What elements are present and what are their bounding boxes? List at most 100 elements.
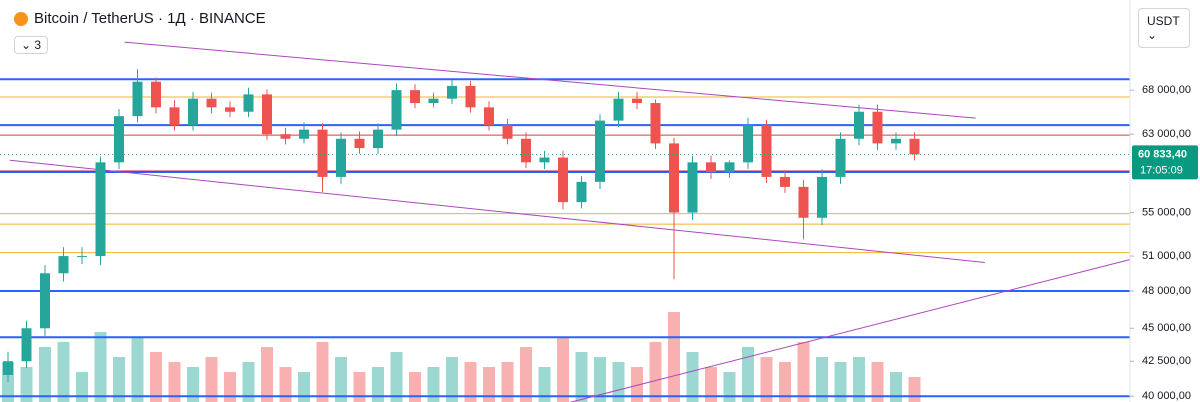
indicators-toggle[interactable]: ⌄ 3 (14, 36, 49, 54)
candle-body (743, 125, 753, 163)
indicator-count: 3 (34, 38, 42, 52)
trend-line (570, 257, 1135, 402)
y-tick-label: 51 000,00 (1142, 250, 1191, 262)
candle-body (891, 138, 901, 144)
candle-body (410, 90, 420, 103)
volume-bar (594, 357, 606, 402)
volume-bar (150, 352, 162, 402)
volume-bar (187, 367, 199, 402)
candle-body (835, 138, 846, 177)
candle-body (21, 328, 32, 362)
volume-bar (131, 337, 144, 402)
symbol-title: Bitcoin / TetherUS · 1Д · BINANCE (34, 10, 266, 27)
candle-body (354, 138, 365, 149)
volume-bar (94, 332, 107, 402)
candle-body (502, 125, 513, 139)
candle-body (114, 116, 124, 163)
volume-bar (113, 357, 125, 402)
y-tick-label: 42 500,00 (1142, 355, 1191, 367)
currency-button[interactable]: USDT ⌄ (1138, 8, 1190, 48)
symbol-header[interactable]: Bitcoin / TetherUS · 1Д · BINANCE (10, 8, 270, 29)
candle-body (58, 256, 69, 274)
candle-body (225, 107, 235, 112)
candle-body (169, 107, 180, 126)
price-axis (1130, 0, 1200, 402)
candle-body (706, 162, 716, 173)
last-price-box (1132, 145, 1198, 180)
candle-body (206, 98, 217, 108)
volume-bar (168, 362, 181, 402)
candle-body (40, 273, 50, 329)
candle-body (3, 361, 13, 375)
volume-bar (353, 372, 366, 402)
volume-bar (446, 357, 458, 402)
y-tick-label: 55 000,00 (1142, 206, 1191, 218)
candle-body (317, 129, 328, 177)
y-tick-label: 40 000,00 (1142, 390, 1191, 402)
candle-body (428, 98, 439, 103)
volume-bar (427, 367, 440, 402)
volume-bar (723, 372, 736, 402)
volume-bar (816, 357, 828, 402)
volume-bar (557, 337, 569, 402)
volume-bar (649, 342, 662, 402)
candle-body (632, 98, 642, 103)
volume-bar (760, 357, 773, 402)
volume-bar (742, 347, 754, 402)
candle-body (151, 81, 161, 108)
volume-bar (538, 367, 551, 402)
volume-bar (205, 357, 218, 402)
candle-body (872, 111, 883, 144)
candle-body (576, 181, 587, 203)
candle-body (539, 157, 550, 163)
volume-bar (224, 372, 236, 402)
volume-bar (705, 367, 717, 402)
volume-bar (631, 367, 643, 402)
volume-bar (686, 352, 699, 402)
volume-bar (501, 362, 514, 402)
volume-bar (483, 367, 495, 402)
candle-body (262, 94, 272, 135)
volume-bar (390, 352, 403, 402)
trend-line (9, 159, 985, 264)
candle-body (299, 129, 309, 139)
volume-bar (464, 362, 477, 402)
candle-body (687, 162, 698, 213)
candle-body (613, 98, 624, 121)
volume-bar (779, 362, 791, 402)
candle-body (780, 176, 790, 187)
candle-body (373, 129, 383, 149)
volume-bar (890, 372, 902, 402)
candle-body (95, 162, 106, 257)
y-tick-label: 63 000,00 (1142, 128, 1191, 140)
candle-body (77, 256, 87, 258)
volume-bar (871, 362, 884, 402)
volume-bar (612, 362, 625, 402)
candle-body (484, 107, 494, 126)
y-tick-label: 48 000,00 (1142, 285, 1191, 297)
volume-bar (57, 342, 70, 402)
candle-body (595, 120, 605, 182)
volume-bar (298, 372, 310, 402)
volume-bar (39, 347, 51, 402)
volume-bar (335, 357, 347, 402)
candle-body (447, 85, 457, 99)
candle-body (188, 98, 198, 126)
volume-bar (261, 347, 273, 402)
candle-body (724, 162, 735, 173)
candle-body (280, 134, 291, 139)
btc-logo (14, 11, 28, 26)
candle-body (798, 186, 809, 218)
candle-body (465, 85, 476, 108)
volume-bar (853, 357, 865, 402)
candle-body (854, 111, 864, 139)
volume-bar (20, 367, 33, 402)
candle-body (558, 157, 568, 203)
candle-body (243, 94, 254, 112)
y-tick-label: 45 000,00 (1142, 322, 1191, 334)
candle-body (761, 125, 772, 177)
y-tick-label: 68 000,00 (1142, 84, 1191, 96)
candle-body (132, 81, 143, 117)
candle-body (909, 138, 920, 155)
